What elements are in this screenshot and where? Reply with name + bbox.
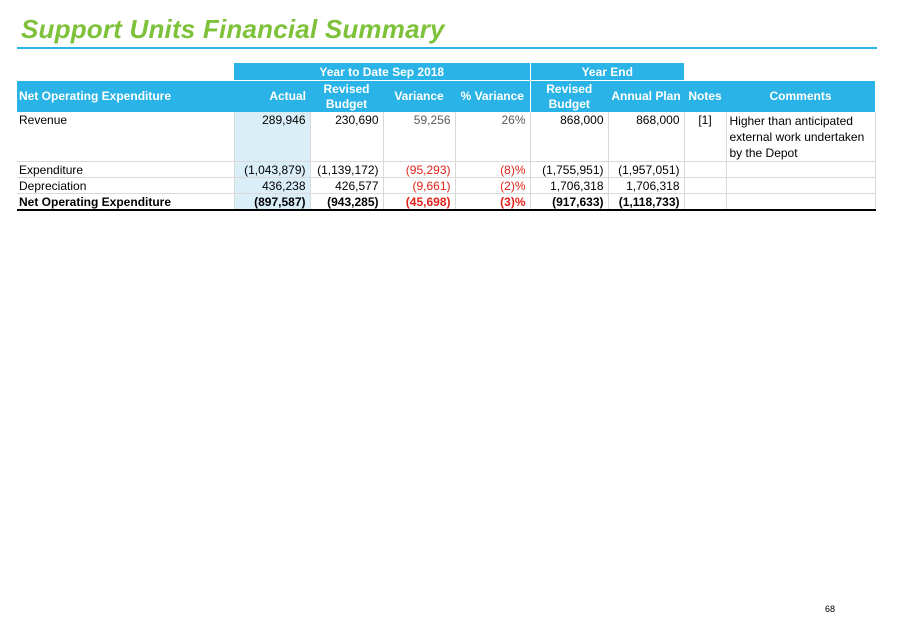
header-label: Net Operating Expenditure	[17, 80, 234, 112]
header-notes: Notes	[684, 80, 726, 112]
cell-comments	[726, 177, 876, 194]
financial-summary-table: Year to Date Sep 2018 Year End Net Opera…	[17, 63, 876, 211]
page-title: Support Units Financial Summary	[21, 14, 445, 44]
cell-notes: [1]	[684, 112, 727, 162]
cell-pct-variance: (2)%	[455, 177, 531, 194]
cell-comments	[726, 161, 876, 178]
cell-notes	[684, 193, 727, 211]
cell-variance: (45,698)	[383, 193, 456, 211]
title-underline	[17, 47, 877, 49]
table-row-total: Net Operating Expenditure (897,587) (943…	[17, 193, 876, 211]
row-label: Revenue	[17, 112, 235, 162]
cell-notes	[684, 161, 727, 178]
cell-pct-variance: 26%	[455, 112, 531, 162]
cell-comments	[726, 193, 876, 211]
cell-revised-budget-ytd: (1,139,172)	[310, 161, 384, 178]
page-number: 68	[825, 604, 836, 614]
header-actual: Actual	[234, 80, 310, 112]
group-year-end: Year End	[529, 63, 684, 81]
cell-revised-budget-ye: (1,755,951)	[530, 161, 609, 178]
column-header-row: Net Operating Expenditure Actual Revised…	[17, 80, 875, 112]
cell-variance: (9,661)	[383, 177, 456, 194]
group-ytd: Year to Date Sep 2018	[234, 63, 530, 81]
cell-actual: 289,946	[234, 112, 311, 162]
cell-actual: (1,043,879)	[234, 161, 311, 178]
table-row-expenditure: Expenditure (1,043,879) (1,139,172) (95,…	[17, 161, 876, 178]
header-revised-budget-ye: Revised Budget	[529, 80, 608, 112]
header-revised-budget-ytd: Revised Budget	[310, 80, 383, 112]
cell-actual: (897,587)	[234, 193, 311, 211]
header-annual-plan: Annual Plan	[608, 80, 684, 112]
cell-pct-variance: (3)%	[455, 193, 531, 211]
cell-pct-variance: (8)%	[455, 161, 531, 178]
row-label: Depreciation	[17, 177, 235, 194]
table-row-revenue: Revenue 289,946 230,690 59,256 26% 868,0…	[17, 112, 876, 162]
cell-annual-plan: (1,957,051)	[608, 161, 685, 178]
group-header-row: Year to Date Sep 2018 Year End	[17, 63, 875, 81]
cell-comments: Higher than anticipated external work un…	[726, 112, 876, 162]
cell-revised-budget-ytd: 230,690	[310, 112, 384, 162]
cell-revised-budget-ye: 1,706,318	[530, 177, 609, 194]
header-variance: Variance	[383, 80, 455, 112]
cell-revised-budget-ytd: (943,285)	[310, 193, 384, 211]
cell-variance: (95,293)	[383, 161, 456, 178]
cell-revised-budget-ye: (917,633)	[530, 193, 609, 211]
cell-annual-plan: 1,706,318	[608, 177, 685, 194]
header-pct-variance: % Variance	[455, 80, 530, 112]
cell-revised-budget-ye: 868,000	[530, 112, 609, 162]
cell-annual-plan: (1,118,733)	[608, 193, 685, 211]
cell-variance: 59,256	[383, 112, 456, 162]
table-row-depreciation: Depreciation 436,238 426,577 (9,661) (2)…	[17, 177, 876, 194]
cell-annual-plan: 868,000	[608, 112, 685, 162]
cell-actual: 436,238	[234, 177, 311, 194]
row-label: Net Operating Expenditure	[17, 193, 235, 211]
cell-revised-budget-ytd: 426,577	[310, 177, 384, 194]
cell-notes	[684, 177, 727, 194]
header-comments: Comments	[726, 80, 875, 112]
row-label: Expenditure	[17, 161, 235, 178]
